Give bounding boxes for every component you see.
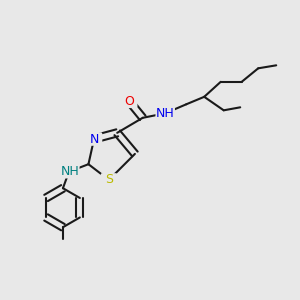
Text: NH: NH	[156, 107, 175, 120]
FancyBboxPatch shape	[121, 94, 137, 108]
Text: NH: NH	[61, 165, 79, 178]
FancyBboxPatch shape	[101, 173, 117, 187]
Text: S: S	[105, 173, 113, 186]
Text: O: O	[124, 95, 134, 108]
Text: N: N	[89, 133, 99, 146]
FancyBboxPatch shape	[60, 165, 80, 178]
FancyBboxPatch shape	[155, 106, 175, 120]
FancyBboxPatch shape	[86, 132, 102, 146]
